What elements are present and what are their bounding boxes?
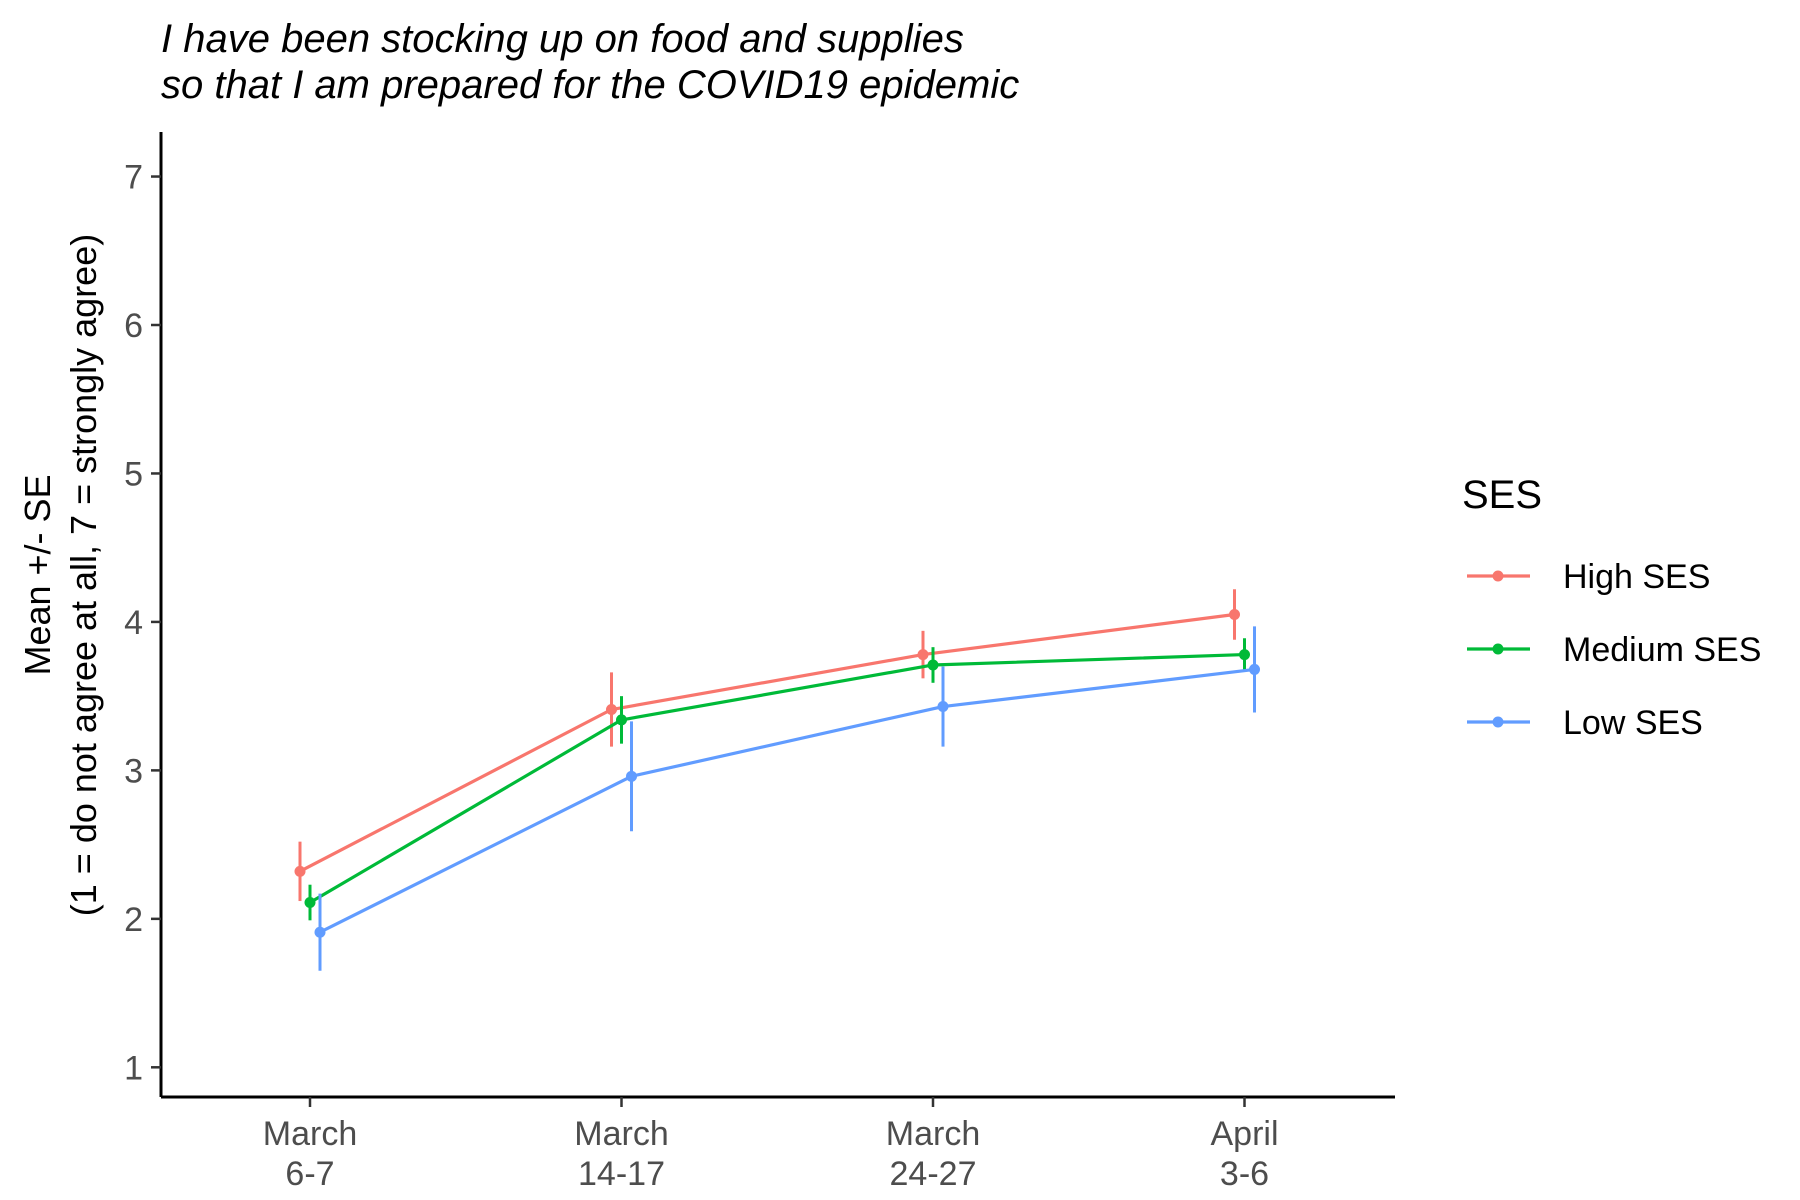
y-tick-label: 1	[124, 1049, 143, 1087]
y-axis-title: Mean +/- SE (1 = do not agree at all, 7 …	[17, 234, 104, 916]
data-point	[294, 865, 306, 877]
legend-label: Medium SES	[1563, 631, 1761, 669]
x-tick-label: 24-27	[890, 1155, 977, 1193]
legend: SES High SES Medium SES Low SES	[1462, 473, 1761, 742]
series-medium-ses	[304, 638, 1250, 921]
chart-title-line-2: so that I am prepared for the COVID19 ep…	[161, 63, 1019, 107]
data-point	[304, 897, 316, 909]
legend-key-point	[1492, 716, 1504, 728]
series-high-ses	[294, 589, 1240, 902]
legend-item-low-ses: Low SES	[1467, 704, 1703, 742]
legend-label: High SES	[1563, 558, 1710, 596]
x-tick-label: 14-17	[578, 1155, 665, 1193]
data-point	[616, 714, 627, 726]
series-line	[309, 652, 1245, 904]
y-axis-title-line-2: (1 = do not agree at all, 7 = strongly a…	[63, 234, 104, 916]
data-point	[314, 926, 326, 938]
data-point	[927, 659, 939, 671]
data-point	[626, 770, 637, 782]
y-tick-label: 7	[124, 159, 143, 197]
data-point	[1249, 663, 1260, 675]
legend-item-medium-ses: Medium SES	[1467, 631, 1761, 669]
y-tick-label: 4	[124, 604, 143, 642]
plot-area: 1234567March6-7March14-17March24-27April…	[124, 132, 1395, 1193]
series-line	[319, 667, 1255, 934]
series-line	[299, 612, 1235, 873]
x-tick-label: March	[263, 1115, 357, 1153]
legend-item-high-ses: High SES	[1467, 558, 1710, 596]
legend-key-point	[1492, 643, 1504, 655]
series-low-ses	[314, 626, 1260, 971]
data-point	[1239, 649, 1250, 661]
y-tick-label: 5	[124, 455, 143, 493]
data-point	[1229, 609, 1240, 620]
x-tick-label: April	[1210, 1115, 1278, 1153]
legend-label: Low SES	[1563, 704, 1703, 742]
legend-key-point	[1492, 570, 1504, 582]
legend-title: SES	[1462, 473, 1542, 517]
chart-title-line-1: I have been stocking up on food and supp…	[161, 17, 964, 61]
y-tick-label: 2	[124, 901, 143, 939]
x-tick-label: March	[886, 1115, 980, 1153]
x-tick-label: March	[574, 1115, 668, 1153]
x-tick-label: 3-6	[1220, 1155, 1269, 1193]
data-point	[937, 701, 949, 713]
y-axis-title-line-1: Mean +/- SE	[17, 474, 58, 675]
data-point	[606, 704, 617, 716]
y-tick-label: 6	[124, 307, 143, 345]
data-point	[917, 649, 929, 661]
y-tick-label: 3	[124, 752, 143, 790]
x-tick-label: 6-7	[285, 1155, 334, 1193]
